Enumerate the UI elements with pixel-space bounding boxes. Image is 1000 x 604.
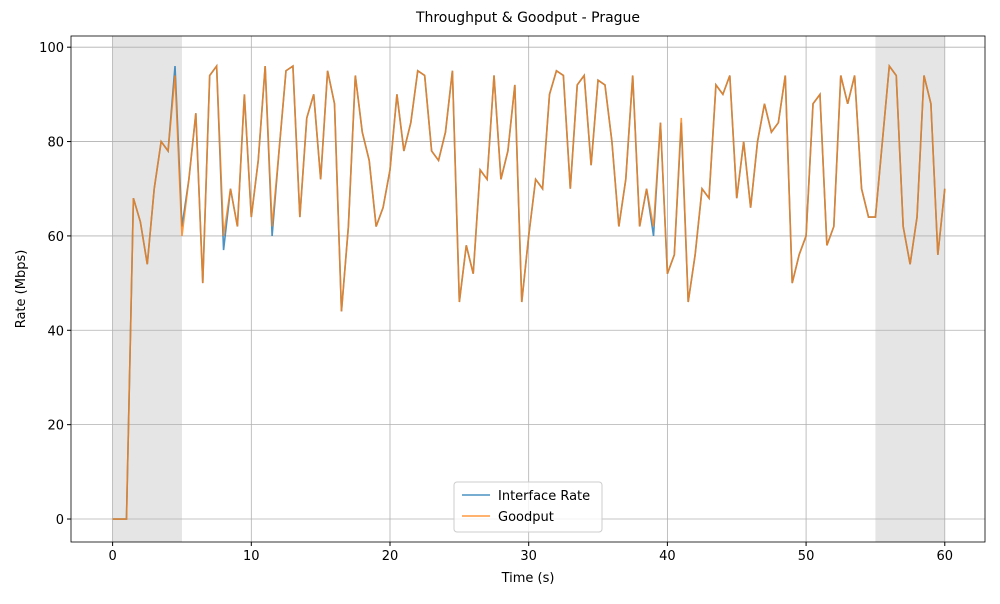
y-tick-label: 40	[47, 324, 64, 339]
plot-frame	[70, 35, 986, 543]
x-tick-label: 60	[937, 549, 954, 564]
chart-title: Throughput & Goodput - Prague	[415, 10, 640, 26]
y-tick-label: 20	[47, 419, 64, 434]
legend-label: Goodput	[498, 510, 554, 525]
legend-label: Interface Rate	[498, 489, 590, 504]
series-line	[112, 63, 946, 520]
y-tick-label: 0	[56, 513, 64, 528]
x-tick-label: 50	[798, 549, 815, 564]
y-axis-label: Rate (Mbps)	[14, 250, 29, 329]
y-tick-label: 100	[39, 41, 64, 56]
x-tick-label: 0	[108, 549, 116, 564]
x-axis-label: Time (s)	[501, 571, 555, 586]
x-tick-label: 40	[659, 549, 676, 564]
y-tick-label: 80	[47, 136, 64, 151]
x-tick-label: 30	[520, 549, 537, 564]
x-tick-label: 20	[382, 549, 399, 564]
y-tick-label: 60	[47, 230, 64, 245]
legend-box	[453, 481, 603, 533]
x-tick-label: 10	[243, 549, 260, 564]
shaded-region	[875, 36, 945, 542]
